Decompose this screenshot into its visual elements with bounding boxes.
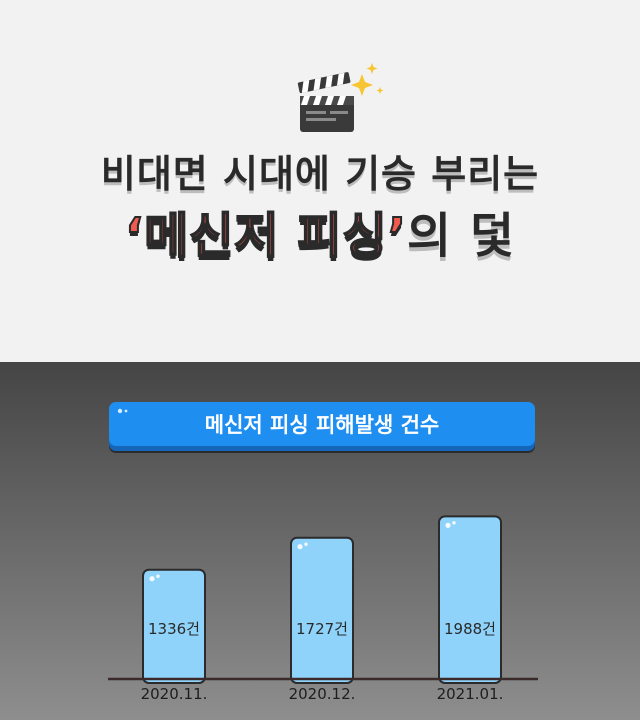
bar-value-label: 1336건 — [148, 620, 200, 638]
bar-highlight — [445, 522, 451, 528]
bar-chart: 1336건 1727건 1988건 2020.11. 2020.12. 2021.01. — [108, 515, 538, 703]
x-tick-label: 2020.12. — [289, 685, 356, 703]
chart-title-banner: 메신저 피싱 피해발생 건수 — [109, 402, 535, 446]
bar-highlight — [304, 542, 308, 546]
headline-line-1: 비대면 시대에 기승 부리는 — [100, 152, 540, 196]
headline-suffix: 의 덫 — [406, 208, 515, 264]
highlight-icon — [117, 408, 128, 414]
bar-highlight — [156, 574, 160, 578]
headline-line-2: ‘메신저 피싱’의 덫 — [0, 196, 640, 266]
bar-group: 1727건 — [290, 536, 354, 684]
bar-group: 1988건 — [438, 515, 502, 684]
x-tick-label: 2021.01. — [437, 685, 504, 703]
headline-keyword: ‘메신저 피싱’ — [124, 207, 407, 265]
chart-section: 메신저 피싱 피해발생 건수 1336건 1727건 1988건 2020.11. 20… — [0, 362, 640, 720]
bar-highlight — [452, 521, 456, 525]
bar-group: 1336건 — [142, 568, 206, 684]
bar — [290, 536, 354, 684]
clapperboard-icon — [297, 63, 384, 132]
bar-highlight — [297, 544, 303, 550]
bar-value-label: 1988건 — [444, 620, 496, 638]
bar-value-label: 1727건 — [296, 620, 348, 638]
title-section: 비대면 시대에 기승 부리는 ‘메신저 피싱’의 덫 — [0, 0, 640, 362]
chart-title: 메신저 피싱 피해발생 건수 — [204, 413, 440, 437]
x-tick-label: 2020.11. — [141, 685, 208, 703]
bar — [142, 568, 206, 684]
bar-highlight — [149, 576, 155, 582]
bar — [438, 515, 502, 684]
